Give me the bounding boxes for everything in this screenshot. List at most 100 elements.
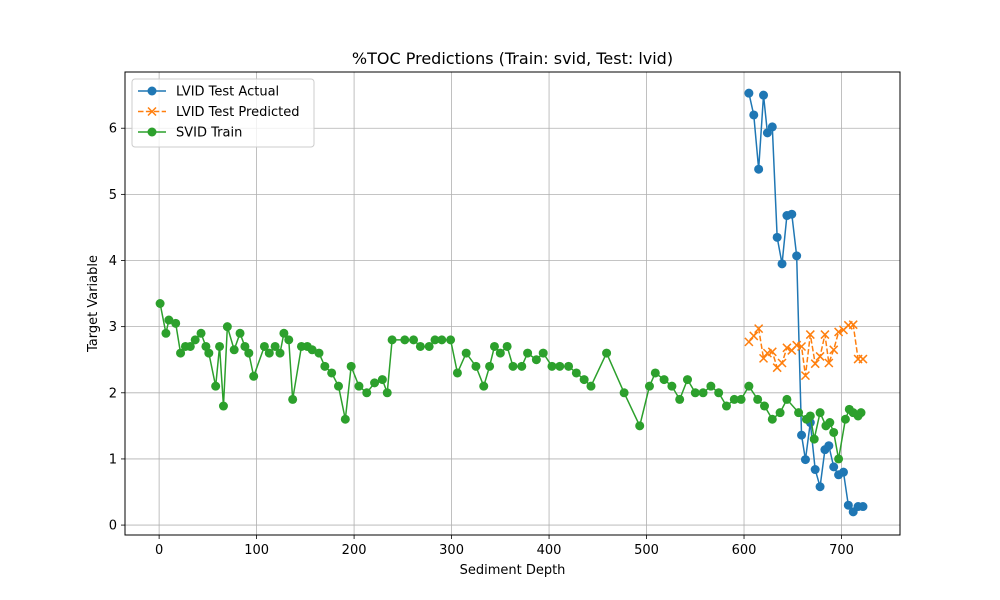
x-marker-stroke — [782, 343, 792, 353]
data-point — [259, 341, 269, 351]
legend-label: SVID Train — [176, 126, 242, 141]
data-point — [675, 394, 685, 404]
y-tick-label: 4 — [109, 254, 117, 269]
data-point — [736, 394, 746, 404]
data-point — [619, 388, 629, 398]
data-point — [249, 371, 259, 381]
data-point — [377, 375, 387, 385]
x-marker-stroke — [749, 331, 759, 341]
x-marker-stroke — [805, 330, 815, 340]
data-point — [340, 414, 350, 424]
data-point — [840, 414, 850, 424]
x-marker-stroke — [744, 337, 754, 347]
data-point — [829, 462, 839, 472]
data-point — [362, 388, 372, 398]
data-point — [829, 345, 839, 355]
plot-frame — [124, 71, 901, 536]
data-point — [800, 371, 810, 381]
data-point — [218, 401, 228, 411]
legend: LVID Test Actual LVID Test Predicted SVID … — [131, 78, 315, 148]
data-point — [400, 335, 410, 345]
data-point — [275, 348, 285, 358]
data-point — [586, 381, 596, 391]
y-tick-label: 2 — [109, 386, 117, 401]
data-point — [415, 341, 425, 351]
x-marker-stroke — [147, 106, 157, 117]
x-tick-label: 700 — [829, 543, 854, 558]
data-point — [547, 361, 557, 371]
ticks: 0 100 200 300 400 500 600 700 0 1 2 3 4 5 6 — [109, 122, 854, 558]
data-point — [196, 328, 206, 338]
data-point — [797, 341, 807, 352]
data-point — [446, 335, 456, 345]
x-marker-stroke — [834, 327, 844, 337]
data-point — [805, 411, 815, 421]
data-point — [635, 421, 645, 431]
data-point — [759, 401, 769, 411]
data-point — [782, 343, 792, 353]
x-axis-label: Sediment Depth — [460, 563, 566, 578]
data-point — [479, 381, 489, 391]
data-point — [185, 341, 195, 351]
x-marker-stroke — [820, 330, 830, 340]
data-point — [495, 348, 505, 358]
legend-item: SVID Train — [138, 126, 242, 141]
data-point — [744, 88, 754, 98]
data-point — [222, 322, 232, 332]
x-tick-label: 0 — [155, 543, 163, 558]
data-point — [346, 361, 356, 371]
data-point — [229, 345, 239, 355]
data-point — [775, 408, 785, 418]
legend-marker — [147, 127, 157, 137]
data-point — [354, 381, 364, 391]
data-point — [659, 375, 669, 385]
data-point — [838, 467, 848, 477]
x-marker-stroke — [848, 320, 858, 330]
data-point — [235, 328, 245, 338]
data-point — [279, 328, 289, 338]
series-layer — [155, 88, 868, 517]
data-point — [602, 348, 612, 358]
data-point — [800, 455, 810, 465]
data-point — [314, 348, 324, 358]
data-point — [829, 427, 839, 437]
data-point — [387, 335, 397, 345]
x-marker-stroke — [792, 340, 802, 350]
data-point — [698, 388, 708, 398]
data-point — [777, 259, 787, 269]
data-point — [424, 341, 434, 351]
data-point — [270, 341, 280, 351]
data-point — [749, 110, 759, 120]
data-point — [171, 318, 181, 328]
data-point — [690, 388, 700, 398]
series-0 — [744, 88, 868, 517]
data-point — [650, 368, 660, 378]
data-point — [215, 341, 225, 351]
legend-marker — [147, 86, 157, 96]
data-point — [714, 388, 724, 398]
data-point — [155, 299, 165, 308]
x-marker-stroke — [758, 353, 769, 363]
y-tick-label: 6 — [109, 122, 117, 137]
x-tick-label: 400 — [537, 543, 562, 558]
data-point — [815, 408, 825, 418]
data-point — [382, 388, 392, 398]
data-point — [792, 251, 802, 261]
data-point — [848, 320, 858, 330]
data-point — [430, 335, 440, 345]
legend-item: LVID Test Actual — [138, 85, 279, 100]
chart-title: %TOC Predictions (Train: svid, Test: lvi… — [352, 49, 673, 68]
data-point — [753, 394, 763, 404]
data-point — [777, 358, 787, 368]
x-tick-label: 100 — [244, 543, 269, 558]
data-point — [772, 232, 782, 242]
data-point — [370, 378, 380, 388]
x-marker-stroke — [797, 341, 807, 352]
data-point — [211, 381, 221, 391]
data-point — [327, 368, 337, 378]
data-point — [754, 324, 764, 334]
data-point — [810, 359, 820, 369]
data-point — [782, 394, 792, 404]
legend-marker — [147, 106, 157, 117]
data-point — [555, 361, 565, 371]
